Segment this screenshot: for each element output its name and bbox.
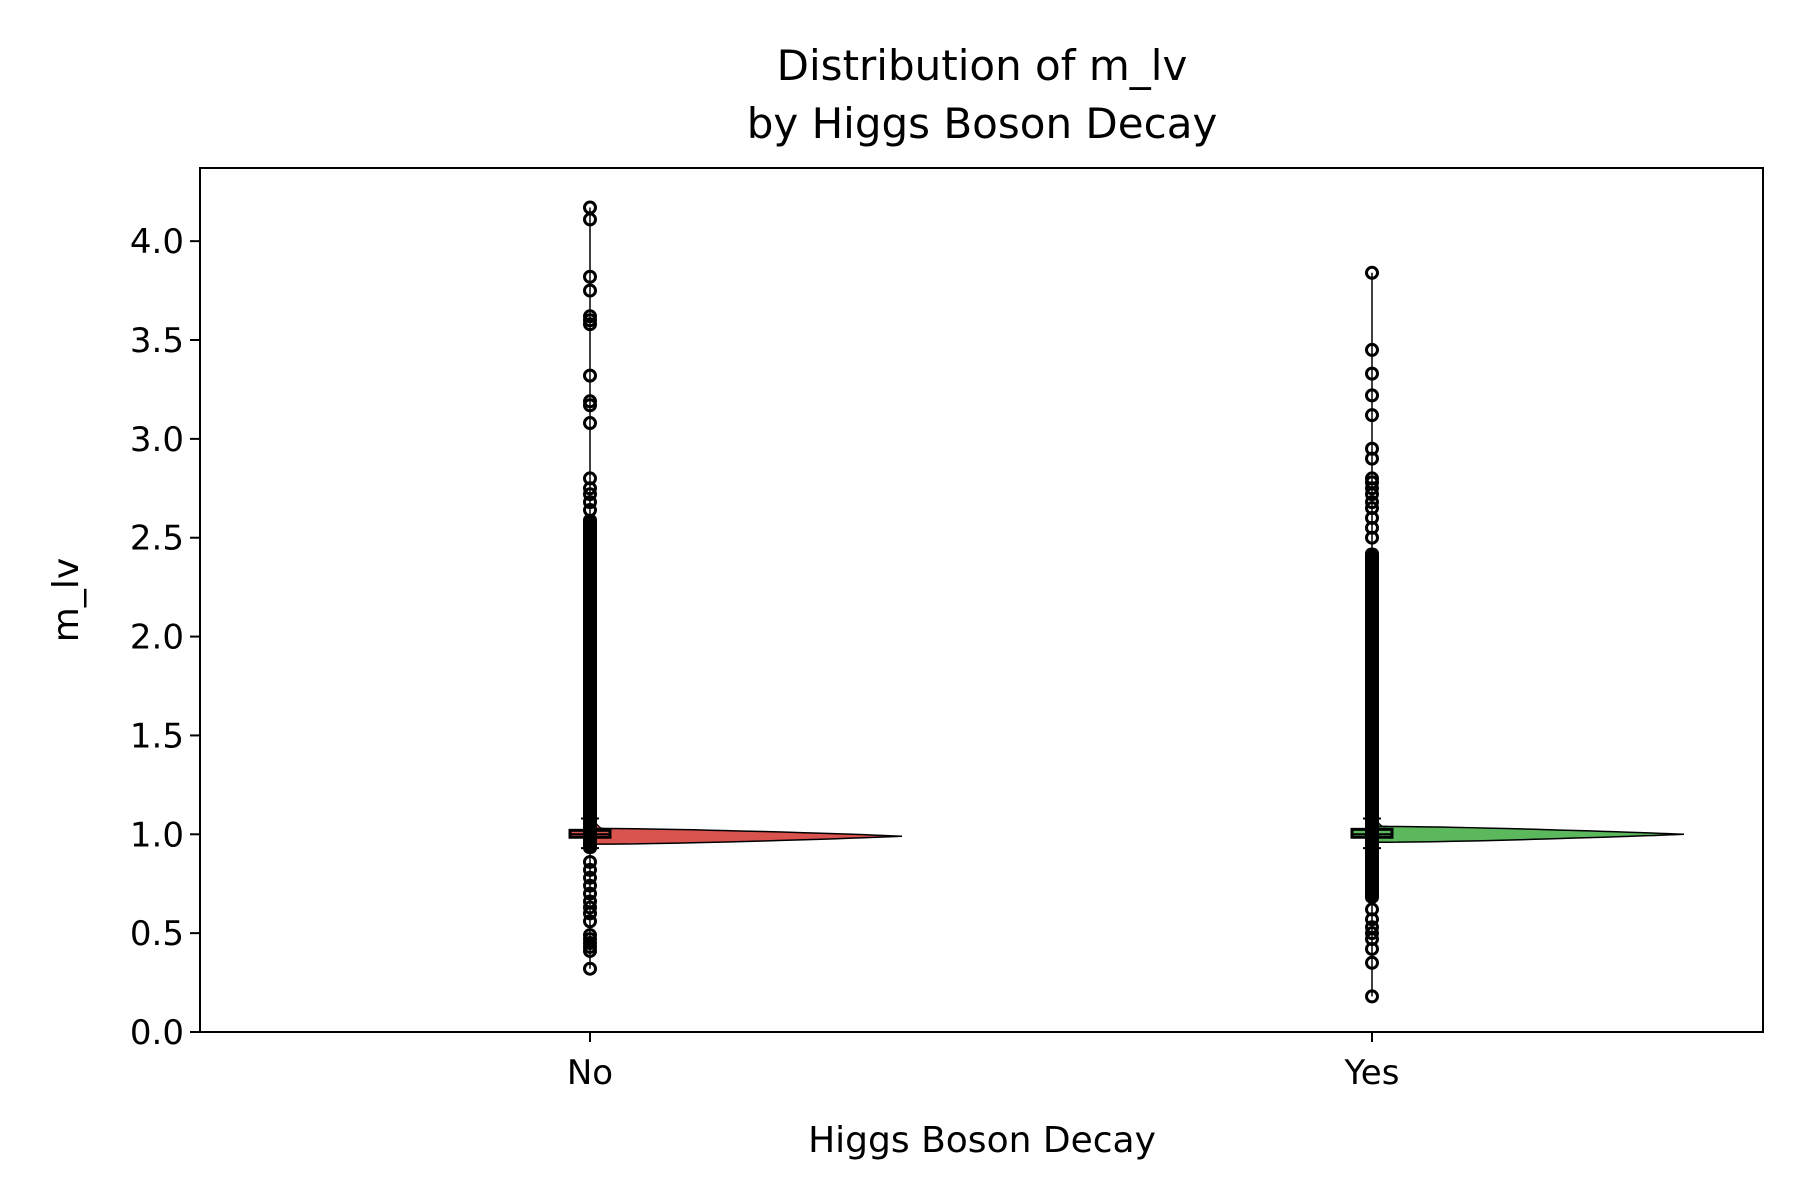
outlier-point — [583, 394, 597, 409]
x-tick-label: Yes — [1344, 1053, 1400, 1093]
outlier-point — [583, 854, 597, 869]
outlier-point — [1365, 441, 1379, 456]
y-tick-label: 2.5 — [130, 519, 184, 559]
axes-frame — [199, 167, 1764, 1033]
y-axis: 0.0 0.5 1.0 1.5 2.0 2.5 3.0 3.5 4.0 — [130, 222, 200, 1053]
y-axis-label: m_lv — [46, 558, 87, 642]
outlier-point — [1365, 408, 1379, 423]
y-tick-label: 0.5 — [130, 914, 184, 954]
outlier-point — [583, 878, 597, 893]
chart-title-line-1: Distribution of m_lv — [777, 41, 1188, 90]
outlier-point — [583, 487, 597, 502]
x-axis: No Yes — [567, 1032, 1400, 1093]
outlier-point — [1365, 342, 1379, 357]
violin-body — [1371, 825, 1685, 843]
y-tick-label: 2.0 — [130, 618, 184, 658]
outlier-point — [583, 961, 597, 976]
outlier-point — [583, 495, 597, 510]
outlier-point — [583, 894, 597, 909]
x-tick-label: No — [567, 1053, 613, 1093]
outlier-point — [583, 900, 597, 915]
y-tick-label: 1.5 — [130, 716, 184, 756]
plot-area — [568, 200, 1685, 1004]
outlier-point — [1365, 989, 1379, 1004]
outlier-point — [1365, 471, 1379, 486]
outlier-point — [1365, 920, 1379, 935]
outlier-point — [583, 870, 597, 885]
outlier-point — [1365, 501, 1379, 516]
outlier-point — [583, 914, 597, 929]
outlier-point — [583, 283, 597, 298]
outlier-point — [583, 503, 597, 518]
y-tick-label: 3.5 — [130, 321, 184, 361]
chart-title-line-2: by Higgs Boson Decay — [747, 99, 1218, 148]
outlier-point — [1365, 926, 1379, 941]
dense-outlier-band — [583, 513, 597, 855]
y-tick-label: 1.0 — [130, 815, 184, 855]
outlier-point — [583, 928, 597, 943]
dense-outlier-band — [1365, 547, 1379, 904]
series-no — [568, 200, 903, 976]
outlier-point — [1365, 495, 1379, 510]
y-tick-label: 4.0 — [130, 222, 184, 262]
outlier-point — [1365, 265, 1379, 280]
outlier-point — [583, 886, 597, 901]
outlier-point — [1365, 955, 1379, 970]
outlier-point — [583, 368, 597, 383]
series-yes — [1350, 265, 1685, 1004]
outlier-point — [583, 200, 597, 215]
outlier-point — [583, 269, 597, 284]
outlier-point — [583, 416, 597, 431]
violin-body — [589, 827, 903, 845]
outlier-point — [1365, 388, 1379, 403]
y-tick-label: 0.0 — [130, 1013, 184, 1053]
x-axis-label: Higgs Boson Decay — [808, 1120, 1156, 1161]
outlier-point — [583, 471, 597, 486]
y-tick-label: 3.0 — [130, 420, 184, 460]
outlier-point — [583, 862, 597, 877]
outlier-point — [1365, 366, 1379, 381]
outlier-point — [583, 309, 597, 324]
outlier-point — [1365, 902, 1379, 917]
